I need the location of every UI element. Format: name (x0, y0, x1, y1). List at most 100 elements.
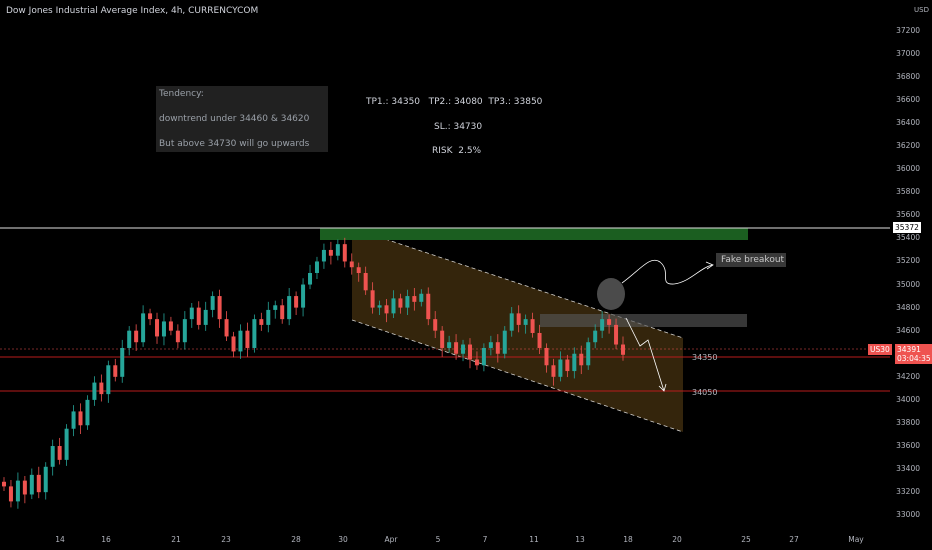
candle-body (120, 347, 125, 377)
candle-body (502, 330, 507, 354)
candle-body (273, 305, 278, 310)
candle-body (8, 486, 13, 502)
y-tick-label: 35600 (896, 210, 920, 220)
candle-body (474, 359, 479, 366)
y-tick-label: 33400 (896, 464, 920, 474)
x-tick-label: 7 (482, 535, 488, 544)
candle-body (259, 319, 264, 325)
candle-body (182, 319, 187, 343)
y-tick-label: 33600 (896, 441, 920, 451)
take-profit-targets: TP1.: 34350 TP2.: 34080 TP3.: 33850 (366, 97, 543, 107)
candle-body (189, 307, 194, 320)
candle-body (85, 399, 90, 426)
x-tick-label: 14 (55, 535, 65, 544)
candle-body (78, 411, 83, 426)
candle-body (92, 382, 97, 400)
candle-body (454, 342, 459, 354)
candle-body (621, 344, 625, 355)
candles-layer (2, 237, 625, 509)
fake-breakout-arrow (705, 261, 714, 270)
last-price-badge: 34391 03:04:35 (895, 344, 932, 364)
candle-body (579, 353, 584, 366)
y-tick-label: 33800 (896, 417, 920, 427)
x-tick-label: 21 (171, 535, 181, 544)
candle-body (106, 365, 111, 395)
x-tick-label: 23 (221, 535, 231, 544)
candle-body (252, 319, 257, 348)
candle-body (461, 344, 466, 354)
y-tick-label: 35000 (896, 279, 920, 289)
descending-channel (352, 228, 683, 432)
x-tick-label: 25 (741, 535, 751, 544)
candle-body (29, 474, 34, 495)
candle-body (328, 249, 333, 256)
candle-body (614, 324, 619, 345)
y-tick-label: 36200 (896, 141, 920, 151)
resistance-zone (320, 228, 748, 240)
fake-breakout-circle (597, 278, 625, 310)
candle-body (294, 296, 299, 308)
level-34050-label: 34050 (692, 388, 718, 397)
tendency-title: Tendency: (159, 89, 204, 99)
resistance-price-badge: 35372 (893, 222, 921, 233)
candle-body (64, 428, 69, 460)
fake-breakout-curve (621, 259, 713, 285)
candle-body (210, 296, 215, 310)
candle-body (586, 342, 591, 366)
candle-body (308, 273, 313, 285)
candle-body (287, 296, 292, 320)
risk-label: RISK 2.5% (432, 146, 482, 156)
x-tick-label: 27 (789, 535, 799, 544)
tendency-box (156, 86, 328, 152)
candle-body (384, 305, 389, 314)
candle-body (224, 319, 229, 337)
candle-body (161, 321, 166, 337)
candle-body (447, 342, 452, 348)
candle-body (565, 359, 570, 372)
currency-label: USD (914, 6, 929, 14)
candle-body (412, 296, 417, 302)
candle-body (488, 342, 493, 348)
y-tick-label: 33200 (896, 487, 920, 497)
candle-body (314, 261, 319, 273)
candle-body (231, 336, 236, 352)
x-tick-label: 18 (623, 535, 633, 544)
y-tick-label: 34000 (896, 394, 920, 404)
x-tick-label: Apr (384, 535, 398, 544)
candle-body (558, 359, 563, 377)
candle-body (127, 330, 132, 348)
candle-body (349, 261, 354, 268)
candle-body (168, 321, 173, 331)
y-tick-label: 35800 (896, 187, 920, 197)
candle-body (134, 330, 139, 343)
candle-body (467, 344, 472, 360)
x-tick-label: 13 (575, 535, 585, 544)
x-tick-label: May (848, 535, 864, 544)
candle-body (71, 411, 76, 429)
tendency-downtrend: downtrend under 34460 & 34620 (159, 114, 310, 124)
candle-body (600, 319, 605, 331)
x-tick-label: 5 (435, 535, 441, 544)
candle-body (544, 347, 549, 366)
candle-body (405, 296, 410, 308)
candle-body (523, 319, 528, 325)
candle-body (391, 298, 396, 314)
x-tick-label: 28 (291, 535, 301, 544)
candle-body (593, 330, 598, 343)
x-tick-label: 16 (101, 535, 111, 544)
candle-body (36, 474, 41, 493)
candle-body (266, 309, 271, 325)
x-tick-label: 11 (529, 535, 539, 544)
y-tick-label: 34600 (896, 325, 920, 335)
candle-body (203, 309, 208, 325)
candle-body (175, 330, 180, 343)
candle-body (433, 319, 438, 331)
candle-body (342, 244, 347, 262)
candle-body (481, 347, 486, 366)
candle-body (280, 305, 285, 320)
y-tick-label: 36000 (896, 164, 920, 174)
candle-body (196, 307, 201, 325)
candle-body (440, 330, 445, 348)
tendency-upwards: But above 34730 will go upwards (159, 139, 310, 149)
